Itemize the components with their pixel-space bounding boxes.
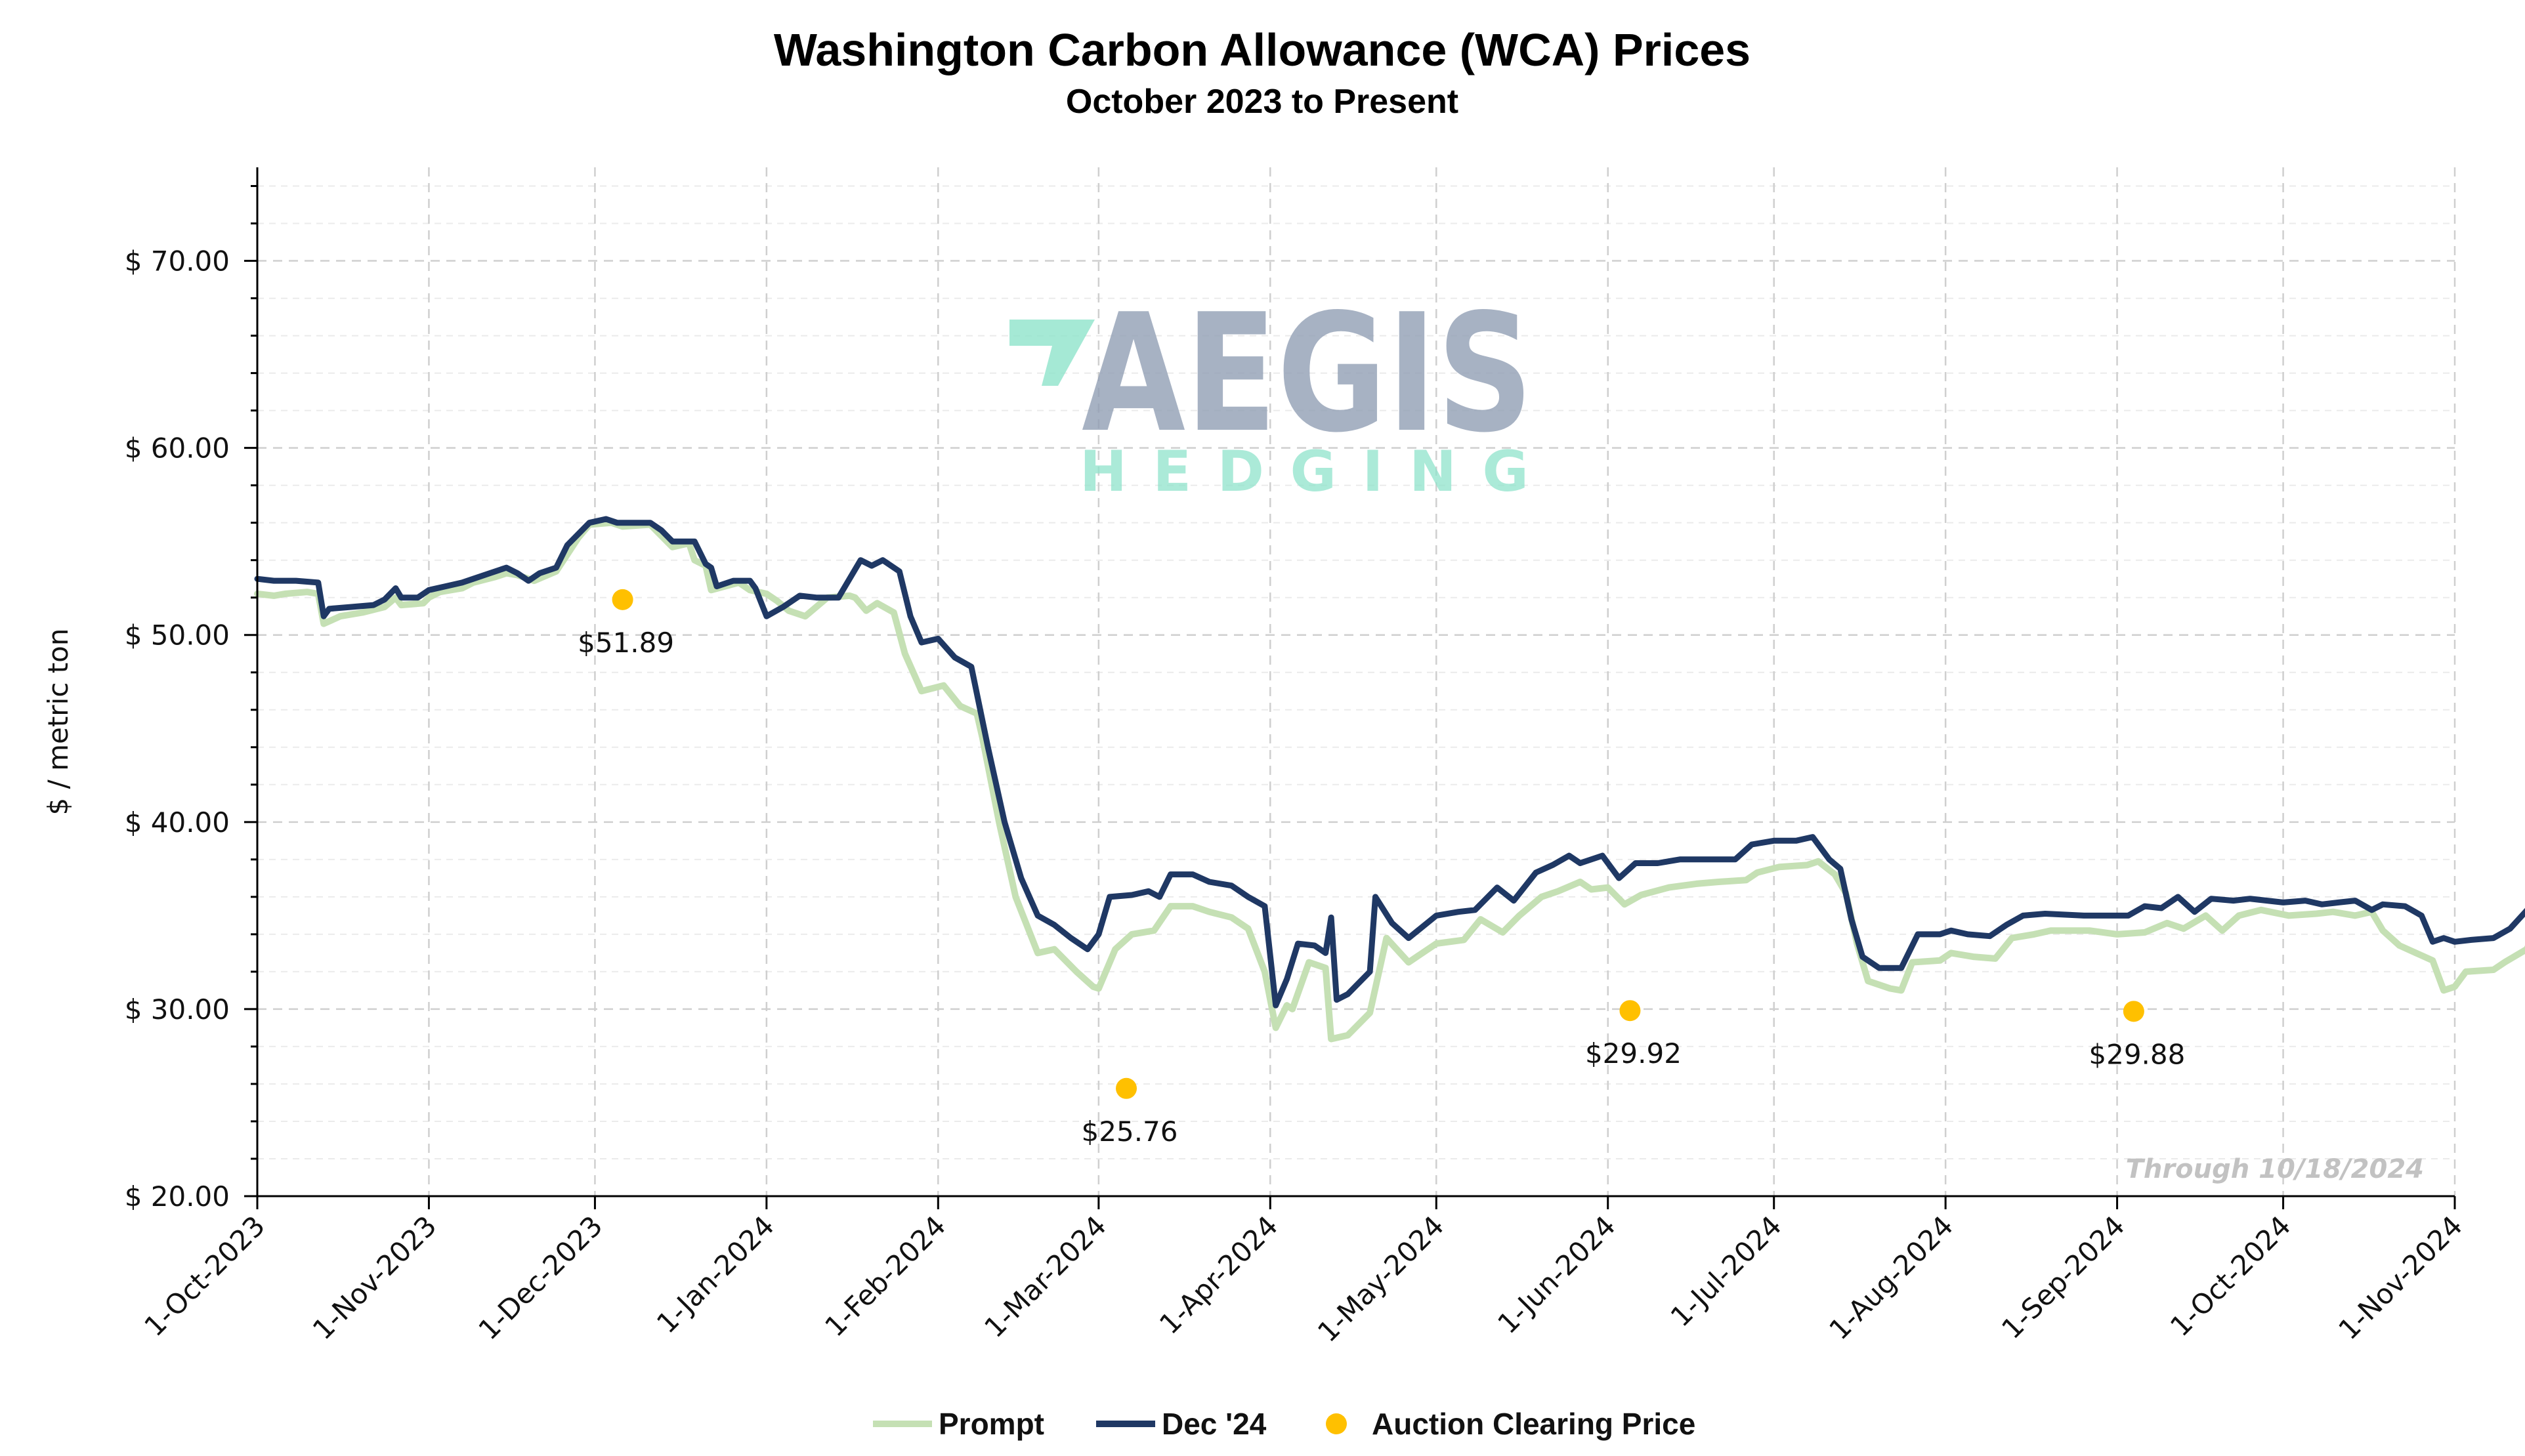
auction-price-label: $29.92 — [1585, 1037, 1682, 1070]
x-tick-label: 1-Oct-2024 — [2164, 1209, 2297, 1342]
x-tick-label: 1-Mar-2024 — [978, 1209, 1113, 1344]
chart-title: Washington Carbon Allowance (WCA) Prices — [774, 24, 1751, 75]
auction-price-label: $29.88 — [2089, 1038, 2185, 1070]
watermark-sub: HEDGING — [1080, 439, 1529, 505]
grid — [257, 167, 2456, 1196]
axes — [244, 167, 2456, 1209]
x-tick-label: 1-May-2024 — [1311, 1209, 1450, 1348]
auction-point — [1116, 1077, 1137, 1099]
x-tick-label: 1-Oct-2023 — [138, 1209, 271, 1342]
legend-label-auction: Auction Clearing Price — [1372, 1407, 1695, 1441]
legend-swatch-auction — [1326, 1413, 1347, 1434]
x-tick-label: 1-Nov-2023 — [307, 1209, 443, 1346]
y-tick-label: $ 40.00 — [125, 806, 230, 839]
x-tick-label: 1-Jan-2024 — [650, 1209, 780, 1339]
y-tick-label: $ 30.00 — [125, 993, 230, 1026]
prompt-series-line — [254, 519, 2525, 1043]
y-axis-title: $ / metric ton — [42, 629, 74, 816]
y-tick-label: $ 20.00 — [125, 1180, 230, 1213]
y-tick-label: $ 50.00 — [125, 619, 230, 652]
y-tick-label: $ 70.00 — [125, 245, 230, 278]
auction-price-label: $51.89 — [578, 627, 674, 659]
auction-point — [2123, 1001, 2144, 1022]
legend-label-prompt: Prompt — [939, 1407, 1044, 1441]
logo-mark-icon — [1009, 320, 1095, 386]
watermark-main: AEGIS — [1082, 280, 1533, 468]
dec24-series-line — [254, 516, 2525, 1009]
legend: Prompt Dec '24 Auction Clearing Price — [873, 1407, 1695, 1441]
x-tick-label: 1-Jun-2024 — [1491, 1209, 1622, 1340]
auction-price-label: $25.76 — [1082, 1115, 1178, 1148]
legend-label-dec24: Dec '24 — [1162, 1407, 1267, 1441]
series-lines — [254, 516, 2525, 1043]
y-tick-label: $ 60.00 — [125, 432, 230, 465]
x-tick-label: 1-Apr-2024 — [1153, 1209, 1284, 1340]
x-tick-label: 1-Aug-2024 — [1823, 1209, 1959, 1346]
x-tick-label: 1-Jul-2024 — [1665, 1209, 1788, 1333]
aegis-hedging-logo: AEGIS HEDGING — [1009, 280, 1533, 505]
x-tick-label: 1-Feb-2024 — [818, 1209, 952, 1342]
through-date-note: Through 10/18/2024 — [2126, 1154, 2424, 1184]
auction-points: $51.89 $25.76 $29.92 $29.88 — [578, 589, 2185, 1148]
x-tick-label: 1-Nov-2024 — [2332, 1209, 2469, 1346]
x-tick-label: 1-Sep-2024 — [1995, 1209, 2131, 1345]
chart-subtitle: October 2023 to Present — [1066, 83, 1458, 121]
auction-point — [1619, 1000, 1641, 1022]
x-tick-label: 1-Dec-2023 — [472, 1209, 608, 1346]
auction-point — [612, 589, 633, 610]
